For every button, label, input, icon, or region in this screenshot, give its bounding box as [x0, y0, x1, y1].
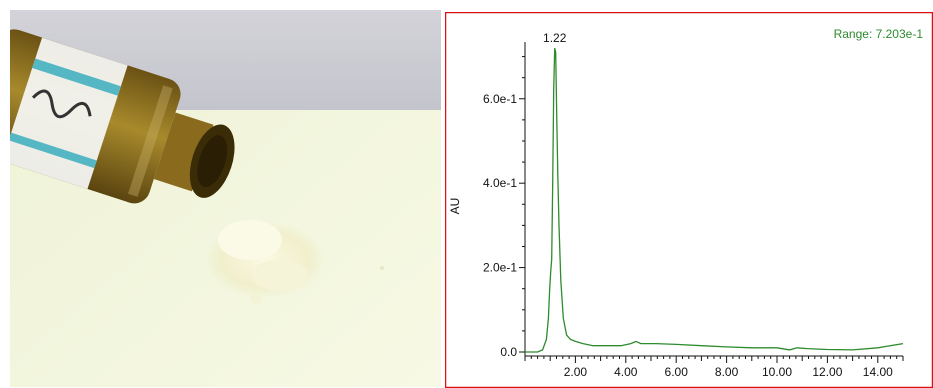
y-tick-label: 2.0e-1	[483, 261, 517, 275]
peak-label: 1.22	[543, 31, 567, 45]
x-tick-label: 8.00	[715, 365, 739, 379]
sample-photo	[10, 10, 441, 387]
y-tick-label: 0.0	[500, 345, 517, 359]
vial-with-powder-image	[10, 10, 441, 387]
chromatogram-chart: 0.0 2.0e-1 4.0e-1 6.0e-1 2.00 4.00 6.00 8.00 10.…	[445, 12, 933, 388]
series-layer	[525, 47, 904, 353]
chart-border	[445, 12, 933, 388]
axes: 0.0 2.0e-1 4.0e-1 6.0e-1 2.00 4.00 6.00 8.00 10.…	[483, 42, 904, 379]
y-axis-label: AU	[448, 198, 462, 215]
x-tick-label: 14.00	[863, 365, 893, 379]
x-tick-label: 12.00	[812, 365, 842, 379]
x-tick-label: 10.00	[762, 365, 792, 379]
y-tick-label: 6.0e-1	[483, 92, 517, 106]
x-tick-label: 4.00	[614, 365, 638, 379]
x-tick-label: 6.00	[665, 365, 689, 379]
y-tick-label: 4.0e-1	[483, 176, 517, 190]
x-tick-label: 2.00	[564, 365, 588, 379]
range-label: Range: 7.203e-1	[834, 27, 924, 41]
chromatogram-trace	[525, 47, 904, 353]
chromatogram-panel: 0.0 2.0e-1 4.0e-1 6.0e-1 2.00 4.00 6.00 8.00 10.…	[445, 12, 933, 388]
